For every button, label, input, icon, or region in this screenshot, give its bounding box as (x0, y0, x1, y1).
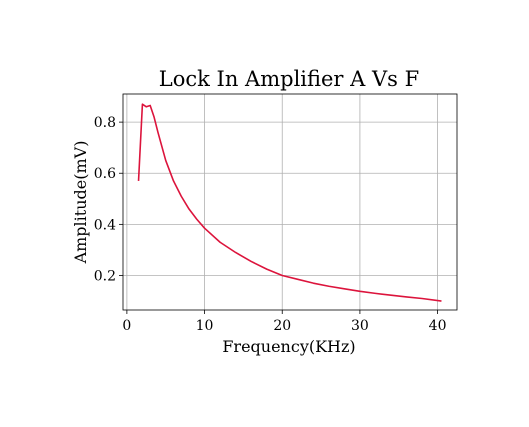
x-axis-label: Frequency(KHz) (222, 337, 355, 356)
y-tick-label: 0.4 (94, 217, 116, 233)
x-tick-label: 0 (122, 318, 131, 334)
x-tick-label: 40 (429, 318, 447, 334)
chart-title: Lock In Amplifier A Vs F (159, 67, 419, 91)
y-axis-label: Amplitude(mV) (71, 141, 90, 265)
x-tick-label: 30 (351, 318, 369, 334)
y-tick-label: 0.6 (94, 166, 116, 182)
axis-ticks: 0 10 20 30 40 0.2 0.4 0.6 0.8 (94, 115, 447, 334)
grid-lines (123, 94, 457, 310)
x-tick-label: 20 (273, 318, 291, 334)
series-layer (137, 103, 442, 302)
y-tick-label: 0.8 (94, 115, 116, 131)
plot-frame (122, 93, 458, 311)
series-line (137, 103, 442, 302)
y-tick-label: 0.2 (94, 268, 116, 284)
x-tick-label: 10 (196, 318, 214, 334)
